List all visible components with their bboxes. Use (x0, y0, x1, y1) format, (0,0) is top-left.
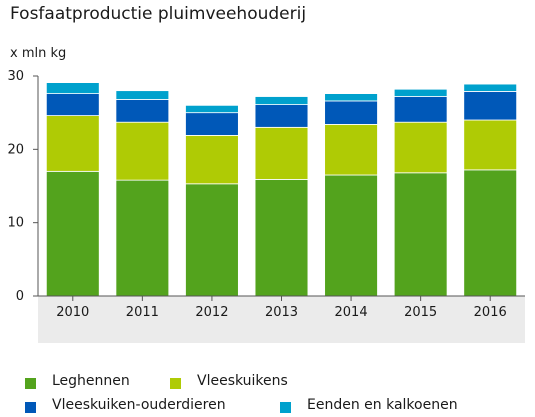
bar-segment (45, 93, 100, 116)
bar-segment (463, 119, 518, 171)
bar-segment (185, 183, 239, 297)
bar-segment (185, 112, 239, 136)
bar-segment (45, 115, 100, 172)
bar-segment (324, 93, 378, 102)
bar-segment (115, 90, 170, 100)
bar-segment (115, 99, 170, 123)
x-tick-label: 2011 (126, 305, 159, 320)
y-tick-label: 0 (16, 289, 24, 304)
y-tick-label: 10 (7, 216, 24, 231)
chart-title: Fosfaatproductie pluimveehouderij (10, 4, 307, 24)
bar-segment (254, 96, 309, 105)
bar-segment (393, 96, 448, 123)
y-tick-label: 30 (7, 69, 24, 84)
bar-segment (324, 174, 378, 297)
bar-segment (185, 134, 239, 185)
bar-segment (463, 169, 518, 297)
bar-segment (324, 124, 378, 176)
bar-segment (463, 91, 518, 121)
x-tick-label: 2013 (265, 305, 298, 320)
bar-segment (254, 178, 309, 297)
bar-segment (324, 100, 378, 125)
bar-segment (463, 83, 518, 92)
x-tick-label: 2012 (195, 305, 228, 320)
x-axis-band (38, 296, 525, 343)
bar-segment (185, 104, 239, 114)
bar-segment (254, 126, 309, 180)
bar-segment (115, 121, 170, 181)
y-axis-unit-label: x mln kg (10, 46, 67, 61)
x-tick-label: 2010 (56, 305, 89, 320)
bar-segment (254, 104, 309, 128)
bar-segment (45, 170, 100, 297)
bar-segment (115, 179, 170, 297)
x-tick-label: 2016 (474, 305, 507, 320)
bar-segment (393, 121, 448, 174)
x-tick-label: 2014 (335, 305, 368, 320)
bar-segment (45, 82, 100, 94)
bar-segment (393, 88, 448, 97)
x-tick-label: 2015 (404, 305, 437, 320)
y-tick-label: 20 (7, 142, 24, 157)
bar-segment (393, 172, 448, 297)
